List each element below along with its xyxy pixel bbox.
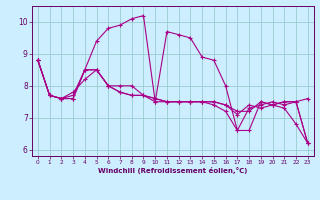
X-axis label: Windchill (Refroidissement éolien,°C): Windchill (Refroidissement éolien,°C) [98,167,247,174]
